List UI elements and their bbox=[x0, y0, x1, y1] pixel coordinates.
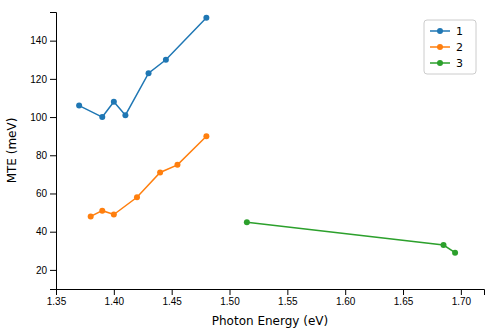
chart: 1.35 1.40 1.45 1.50 1.55 1.60 1.65 1.70 20 40 60 80… bbox=[0, 0, 500, 333]
tick-label: 120 bbox=[30, 74, 47, 85]
tick: 1.65 bbox=[394, 289, 414, 307]
y-axis: 20 40 60 80 100 120 140 bbox=[30, 13, 56, 290]
tick-label: 20 bbox=[36, 265, 48, 276]
tick-mark bbox=[172, 289, 173, 295]
tick-label: 40 bbox=[36, 226, 48, 237]
tick: 100 bbox=[30, 112, 56, 123]
tick-label: 140 bbox=[30, 35, 47, 46]
tick: 140 bbox=[30, 35, 56, 46]
y-axis-title: MTE (meV) bbox=[5, 118, 19, 184]
marker bbox=[157, 169, 163, 175]
tick: 40 bbox=[36, 226, 56, 237]
legend: 1 2 3 bbox=[424, 20, 476, 74]
tick-mark bbox=[287, 289, 288, 295]
tick-mark bbox=[50, 193, 56, 194]
x-axis: 1.35 1.40 1.45 1.50 1.55 1.60 1.65 1.70 bbox=[47, 289, 485, 307]
tick: 20 bbox=[36, 265, 56, 276]
tick-label: 100 bbox=[30, 112, 47, 123]
tick-label: 1.55 bbox=[278, 296, 298, 307]
legend-marker bbox=[437, 44, 443, 50]
marker bbox=[122, 112, 128, 118]
tick-label: 60 bbox=[36, 188, 48, 199]
tick-mark bbox=[114, 289, 115, 295]
marker bbox=[88, 213, 94, 219]
tick: 60 bbox=[36, 188, 56, 199]
marker bbox=[203, 133, 209, 139]
tick-label: 1.40 bbox=[105, 296, 125, 307]
tick-label: 1.60 bbox=[336, 296, 356, 307]
line bbox=[247, 222, 455, 253]
tick-mark bbox=[403, 289, 404, 295]
tick: 1.40 bbox=[105, 289, 125, 307]
marker bbox=[146, 70, 152, 76]
y-axis-line bbox=[50, 13, 57, 290]
tick: 80 bbox=[36, 150, 56, 161]
marker bbox=[174, 162, 180, 168]
marker bbox=[99, 208, 105, 214]
legend-marker bbox=[437, 60, 443, 66]
tick: 1.50 bbox=[220, 289, 240, 307]
marker bbox=[163, 57, 169, 63]
tick: 1.55 bbox=[278, 289, 298, 307]
tick-mark bbox=[50, 117, 56, 118]
marker bbox=[111, 211, 117, 217]
tick: 1.35 bbox=[47, 289, 67, 307]
tick: 1.60 bbox=[336, 289, 356, 307]
marker bbox=[134, 194, 140, 200]
legend-label: 1 bbox=[456, 25, 463, 38]
tick-mark bbox=[50, 270, 56, 271]
marker bbox=[111, 99, 117, 105]
tick-mark bbox=[345, 289, 346, 295]
tick-label: 1.70 bbox=[452, 296, 472, 307]
series bbox=[88, 133, 210, 219]
marker bbox=[203, 15, 209, 21]
tick: 1.45 bbox=[162, 289, 182, 307]
tick-mark bbox=[461, 289, 462, 295]
marker bbox=[99, 114, 105, 120]
tick: 1.70 bbox=[452, 289, 472, 307]
series bbox=[76, 15, 209, 120]
tick-label: 1.35 bbox=[47, 296, 67, 307]
tick-mark bbox=[50, 79, 56, 80]
line bbox=[91, 136, 207, 216]
marker bbox=[76, 103, 82, 109]
tick-label: 80 bbox=[36, 150, 48, 161]
legend-label: 3 bbox=[456, 57, 463, 70]
tick-label: 1.45 bbox=[162, 296, 182, 307]
tick-mark bbox=[230, 289, 231, 295]
tick: 120 bbox=[30, 74, 56, 85]
plot-area bbox=[76, 15, 458, 256]
marker bbox=[441, 242, 447, 248]
marker bbox=[244, 219, 250, 225]
x-axis-title: Photon Energy (eV) bbox=[212, 314, 328, 328]
legend-label: 2 bbox=[456, 41, 463, 54]
legend-item: 3 bbox=[430, 57, 463, 70]
marker bbox=[452, 250, 458, 256]
x-axis-line bbox=[57, 290, 485, 296]
legend-marker bbox=[437, 28, 443, 34]
legend-box bbox=[424, 20, 476, 74]
legend-item: 2 bbox=[430, 41, 463, 54]
tick-label: 1.65 bbox=[394, 296, 414, 307]
tick-label: 1.50 bbox=[220, 296, 240, 307]
line bbox=[79, 18, 206, 117]
tick-mark bbox=[50, 155, 56, 156]
tick-mark bbox=[50, 41, 56, 42]
tick-mark bbox=[50, 232, 56, 233]
legend-item: 1 bbox=[430, 25, 463, 38]
series bbox=[244, 219, 458, 256]
